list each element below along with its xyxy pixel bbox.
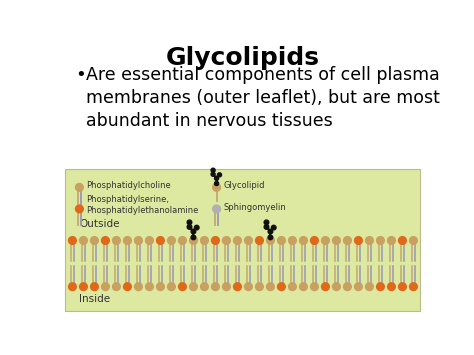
Circle shape (211, 283, 219, 290)
Text: Glycolipids: Glycolipids (166, 47, 320, 70)
Circle shape (187, 220, 192, 225)
Circle shape (234, 283, 241, 290)
Circle shape (146, 283, 153, 290)
Circle shape (211, 168, 215, 172)
Circle shape (201, 283, 208, 290)
Circle shape (376, 237, 384, 244)
Circle shape (365, 237, 374, 244)
Circle shape (344, 283, 351, 290)
Circle shape (289, 283, 296, 290)
Circle shape (388, 237, 395, 244)
Circle shape (245, 237, 252, 244)
Circle shape (194, 225, 199, 230)
Circle shape (310, 237, 319, 244)
Circle shape (213, 184, 220, 191)
Circle shape (245, 283, 252, 290)
Circle shape (268, 229, 273, 234)
Circle shape (264, 220, 269, 225)
Circle shape (223, 283, 230, 290)
Circle shape (310, 283, 319, 290)
Circle shape (410, 237, 417, 244)
Circle shape (211, 237, 219, 244)
Circle shape (333, 283, 340, 290)
Circle shape (268, 235, 273, 240)
Circle shape (215, 176, 219, 180)
Circle shape (146, 237, 153, 244)
Circle shape (124, 283, 131, 290)
Circle shape (376, 283, 384, 290)
Circle shape (156, 283, 164, 290)
Circle shape (211, 172, 215, 176)
Text: Phosphatidylserine,
Phosphatidylethanolamine: Phosphatidylserine, Phosphatidylethanola… (86, 195, 199, 215)
Circle shape (201, 237, 208, 244)
Circle shape (190, 237, 197, 244)
Circle shape (80, 283, 87, 290)
Circle shape (112, 237, 120, 244)
Circle shape (69, 237, 76, 244)
Text: Glycolipid: Glycolipid (224, 181, 265, 190)
Circle shape (75, 184, 83, 191)
Circle shape (167, 283, 175, 290)
Circle shape (399, 237, 406, 244)
Circle shape (191, 229, 196, 234)
Circle shape (365, 283, 374, 290)
Circle shape (135, 237, 142, 244)
Circle shape (218, 173, 221, 177)
Circle shape (333, 237, 340, 244)
Circle shape (223, 237, 230, 244)
Circle shape (388, 283, 395, 290)
Circle shape (179, 283, 186, 290)
FancyBboxPatch shape (65, 169, 420, 311)
Circle shape (255, 237, 263, 244)
Circle shape (156, 237, 164, 244)
Circle shape (91, 237, 98, 244)
Circle shape (264, 225, 269, 229)
Text: •: • (75, 66, 85, 84)
Circle shape (187, 225, 192, 229)
Circle shape (91, 283, 98, 290)
Circle shape (355, 237, 362, 244)
Circle shape (234, 237, 241, 244)
Circle shape (289, 237, 296, 244)
Circle shape (191, 235, 196, 240)
Circle shape (101, 237, 109, 244)
Circle shape (69, 283, 76, 290)
Text: Inside: Inside (80, 294, 110, 304)
Circle shape (355, 283, 362, 290)
Text: Phosphatidylcholine: Phosphatidylcholine (86, 181, 171, 190)
Circle shape (135, 283, 142, 290)
Circle shape (266, 237, 274, 244)
Text: Outside: Outside (80, 219, 120, 229)
Circle shape (321, 283, 329, 290)
Circle shape (321, 237, 329, 244)
Circle shape (75, 205, 83, 213)
Circle shape (190, 283, 197, 290)
Circle shape (124, 237, 131, 244)
Circle shape (410, 283, 417, 290)
Circle shape (80, 237, 87, 244)
Circle shape (300, 237, 307, 244)
Circle shape (399, 283, 406, 290)
Circle shape (344, 237, 351, 244)
Circle shape (255, 283, 263, 290)
Circle shape (278, 283, 285, 290)
Circle shape (112, 283, 120, 290)
Circle shape (101, 283, 109, 290)
Circle shape (300, 283, 307, 290)
Text: Sphingomyelin: Sphingomyelin (224, 203, 286, 212)
Circle shape (278, 237, 285, 244)
Circle shape (215, 181, 219, 186)
Circle shape (179, 237, 186, 244)
Circle shape (213, 205, 220, 213)
Circle shape (167, 237, 175, 244)
Text: Are essential components of cell plasma
membranes (outer leaflet), but are most
: Are essential components of cell plasma … (86, 66, 439, 130)
Circle shape (272, 225, 276, 230)
Circle shape (266, 283, 274, 290)
